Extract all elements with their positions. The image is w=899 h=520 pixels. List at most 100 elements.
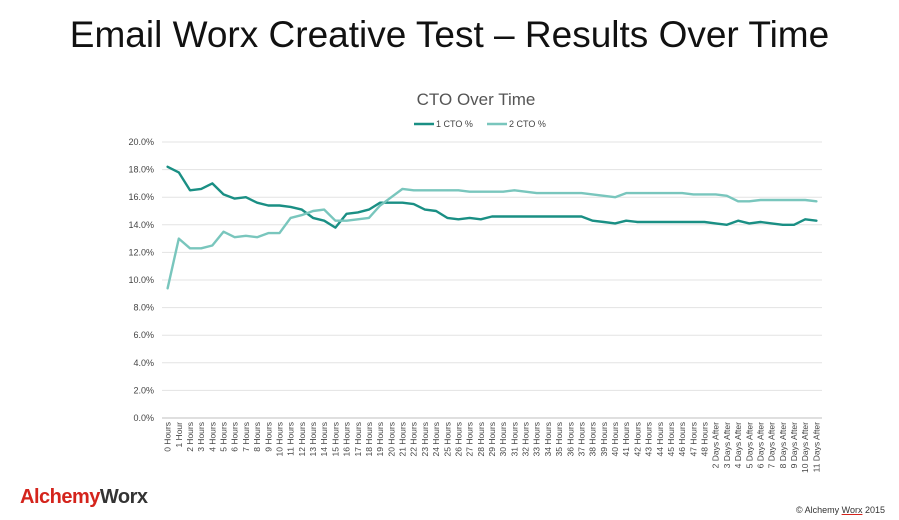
data-point	[524, 215, 527, 218]
data-point	[592, 193, 594, 196]
data-point	[502, 191, 504, 193]
x-tick-label: 44 Hours	[655, 422, 665, 457]
data-point	[771, 199, 773, 201]
data-point	[692, 193, 694, 196]
data-point	[267, 204, 269, 207]
data-point	[189, 189, 191, 191]
x-tick-label: 7 Days After	[767, 422, 777, 468]
data-point	[312, 210, 314, 212]
data-point	[703, 193, 706, 196]
data-point	[480, 191, 482, 193]
data-point	[189, 247, 191, 249]
data-point	[636, 221, 639, 223]
data-point	[334, 220, 336, 222]
data-point	[245, 196, 247, 198]
data-point	[793, 199, 795, 201]
data-point	[345, 213, 348, 215]
x-tick-label: 10 Hours	[274, 422, 284, 457]
x-axis: 0 Hours 1 Hour 2 Hours 3 Hours 4 Hours 5 Hour…	[163, 422, 822, 473]
data-point	[267, 232, 269, 234]
data-point	[278, 204, 281, 207]
x-tick-label: 9 Days After	[789, 422, 799, 468]
x-tick-label: 4 Days After	[733, 422, 743, 468]
data-point	[536, 192, 538, 194]
data-point	[659, 192, 661, 194]
x-tick-label: 5 Hours	[219, 422, 229, 452]
data-point	[592, 220, 594, 222]
x-tick-label: 45 Hours	[666, 422, 676, 457]
data-point	[469, 191, 471, 193]
chart-title: CTO Over Time	[417, 90, 536, 109]
data-point	[222, 231, 225, 233]
x-tick-label: 6 Hours	[230, 422, 240, 452]
x-tick-label: 8 Hours	[252, 422, 262, 452]
y-tick-label: 4.0%	[133, 358, 154, 368]
data-point	[323, 209, 325, 211]
x-tick-label: 9 Hours	[263, 422, 273, 452]
data-point	[726, 195, 728, 197]
data-point	[278, 232, 281, 234]
data-point	[681, 192, 683, 194]
x-tick-label: 0 Hours	[163, 422, 173, 452]
x-tick-label: 42 Hours	[632, 422, 642, 457]
x-tick-label: 11 Hours	[286, 422, 296, 456]
data-point	[625, 220, 627, 222]
data-point	[536, 215, 538, 218]
y-tick-label: 2.0%	[133, 385, 154, 395]
x-tick-label: 6 Days After	[755, 422, 765, 468]
x-tick-label: 14 Hours	[319, 422, 329, 457]
plot-area	[166, 165, 818, 290]
legend-label-1: 1 CTO %	[436, 119, 473, 129]
y-tick-label: 10.0%	[128, 275, 154, 285]
copyright-brand: Worx	[841, 505, 863, 515]
x-tick-label: 34 Hours	[543, 422, 553, 457]
data-point	[357, 211, 359, 213]
data-point	[648, 221, 650, 223]
data-point	[379, 202, 381, 204]
data-point	[256, 202, 258, 204]
data-point	[211, 182, 213, 184]
x-tick-label: 43 Hours	[644, 422, 654, 457]
logo-alchemy-text: Alchemy	[20, 486, 100, 508]
x-tick-label: 18 Hours	[364, 422, 374, 457]
x-tick-label: 20 Hours	[386, 422, 396, 457]
y-tick-label: 6.0%	[133, 330, 154, 340]
x-tick-label: 39 Hours	[599, 422, 609, 457]
data-point	[491, 191, 493, 193]
data-point	[457, 218, 460, 220]
x-tick-label: 10 Days After	[800, 422, 810, 473]
x-tick-label: 2 Days After	[711, 422, 721, 468]
data-point	[446, 189, 448, 191]
data-point	[234, 197, 236, 200]
x-tick-label: 30 Hours	[498, 422, 508, 457]
data-point	[703, 221, 706, 223]
x-tick-label: 22 Hours	[409, 422, 419, 457]
x-tick-label: 31 Hours	[509, 422, 519, 457]
data-point	[681, 221, 683, 223]
x-tick-label: 41 Hours	[621, 422, 631, 457]
slide-title: Email Worx Creative Test – Results Over …	[69, 14, 830, 55]
data-point	[636, 192, 639, 194]
x-tick-label: 12 Hours	[297, 422, 307, 457]
y-axis: 0.0% 2.0% 4.0% 6.0% 8.0% 10.0% 12.0% 14.0% 16.0%…	[128, 137, 154, 423]
data-point	[211, 244, 213, 247]
data-point	[357, 218, 359, 220]
x-tick-label: 7 Hours	[241, 422, 251, 452]
data-point	[659, 221, 661, 223]
data-point	[737, 200, 739, 202]
data-point	[759, 221, 762, 223]
x-tick-label: 8 Days After	[778, 422, 788, 468]
data-point	[446, 217, 448, 219]
data-point	[815, 220, 818, 222]
x-tick-label: 27 Hours	[465, 422, 475, 457]
x-tick-label: 13 Hours	[308, 422, 318, 457]
copyright-year: 2015	[864, 505, 885, 515]
data-point	[670, 192, 672, 194]
data-point	[603, 195, 605, 197]
data-point	[558, 215, 560, 218]
data-point	[166, 166, 169, 168]
data-point	[480, 218, 482, 220]
data-point	[569, 192, 571, 194]
y-tick-label: 20.0%	[128, 137, 154, 147]
data-point	[625, 192, 627, 194]
